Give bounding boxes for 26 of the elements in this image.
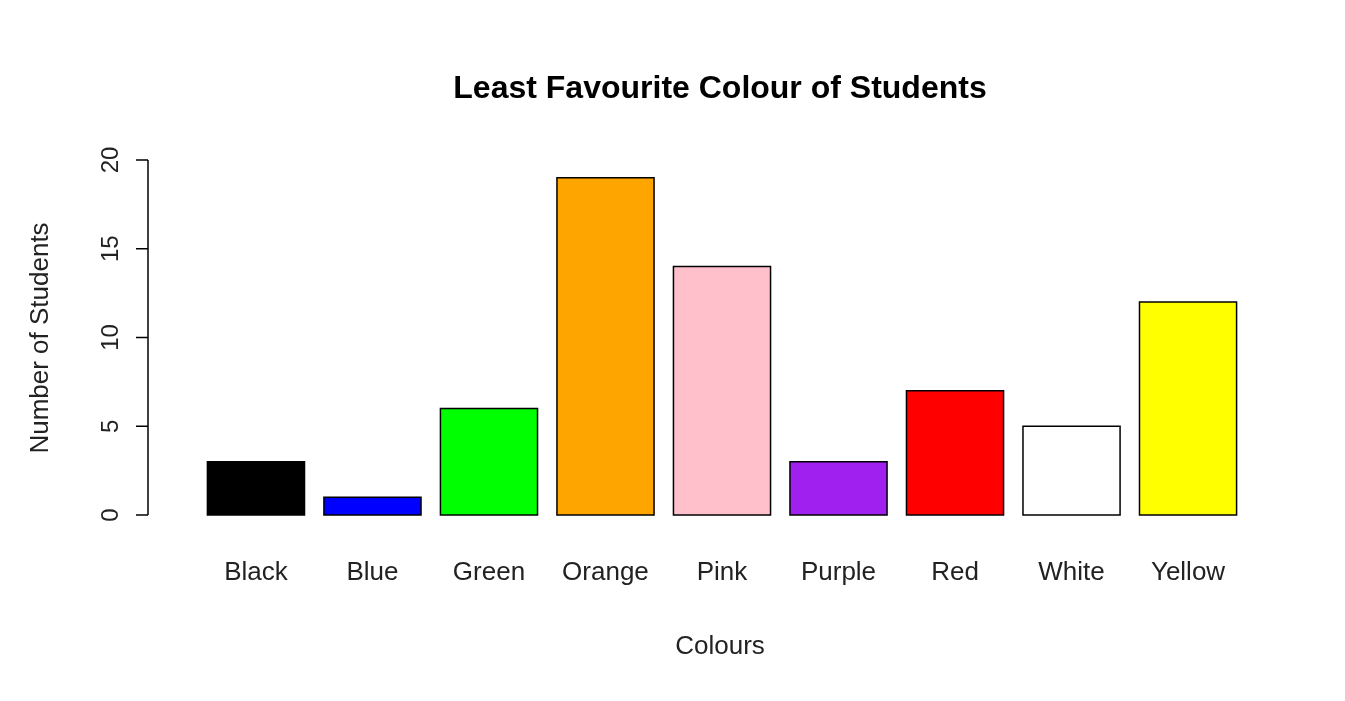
x-tick-label: Yellow <box>1150 556 1226 586</box>
bar <box>672 265 772 516</box>
bar <box>206 461 306 516</box>
bar <box>439 407 539 516</box>
x-tick-label: Green <box>452 556 526 586</box>
bar <box>1022 425 1121 516</box>
y-tick-label: 10 <box>96 324 123 351</box>
y-axis-title: Number of Students <box>24 222 54 454</box>
bar <box>556 177 655 516</box>
x-tick-label: Orange <box>562 556 649 586</box>
bar <box>323 496 422 516</box>
x-tick-label: Red <box>931 556 979 586</box>
y-tick-label: 20 <box>96 146 123 174</box>
x-tick-label: Purple <box>800 556 877 586</box>
y-tick-label: 15 <box>96 235 123 263</box>
x-axis-title: Colours <box>675 630 765 660</box>
chart-title: Least Favourite Colour of Students <box>453 69 987 105</box>
bar <box>789 461 888 516</box>
y-tick-label: 0 <box>96 508 123 522</box>
x-tick-label: Pink <box>696 556 749 586</box>
y-tick-label: 5 <box>96 419 123 433</box>
bar <box>1138 301 1238 516</box>
bar <box>905 390 1005 516</box>
x-tick-label: Black <box>224 556 289 586</box>
x-tick-label: White <box>1038 556 1105 586</box>
x-tick-label: Blue <box>346 556 399 586</box>
